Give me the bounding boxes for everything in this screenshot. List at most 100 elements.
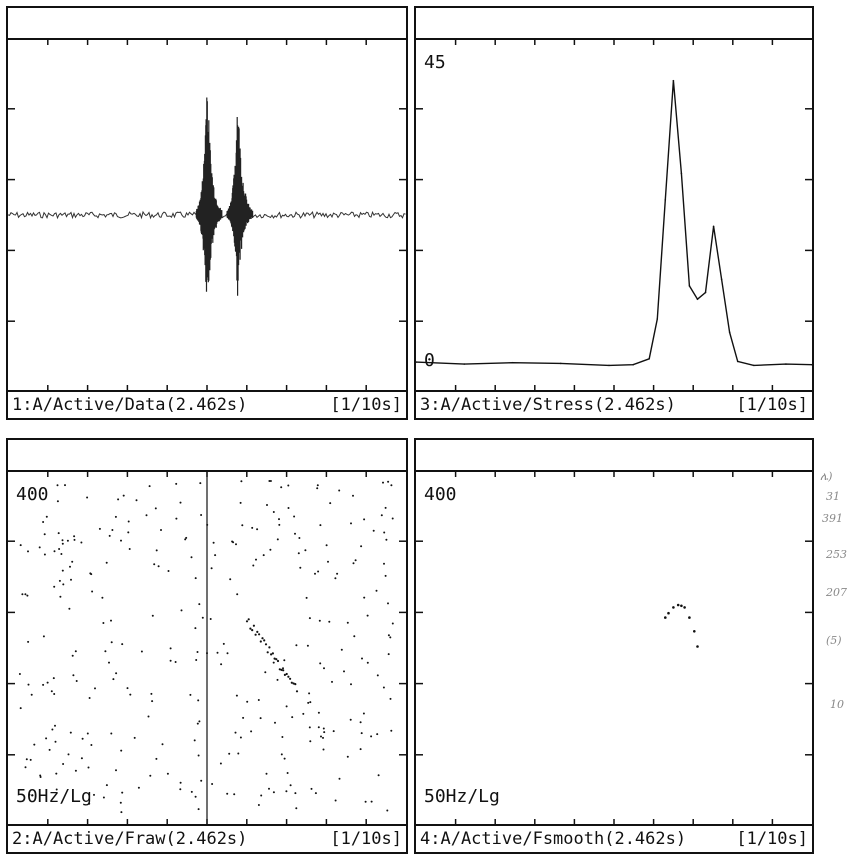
fraw-point	[242, 716, 245, 719]
margin-note: ሌ)	[820, 470, 833, 483]
fraw-point	[60, 553, 63, 555]
fraw-point	[110, 732, 113, 735]
margin-note: 10	[830, 698, 844, 711]
fraw-point	[197, 699, 200, 702]
fraw-point	[376, 733, 379, 736]
fraw-point	[94, 687, 96, 690]
fraw-point	[251, 526, 254, 529]
fraw-point	[252, 564, 255, 567]
fraw-point	[298, 537, 301, 539]
fraw-point	[53, 693, 56, 695]
y-max-label: 400	[16, 484, 49, 505]
stress-point	[672, 79, 675, 82]
panel-stress: 45 0 3:A/Active/Stress(2.462s) [1/10s]	[414, 6, 814, 420]
fraw-point	[185, 536, 188, 539]
fraw-point	[200, 779, 203, 782]
fraw-point	[334, 799, 337, 802]
fraw-point	[114, 515, 117, 518]
fraw-point	[297, 552, 300, 555]
fraw-point	[281, 736, 284, 738]
stress-point	[736, 360, 739, 363]
fraw-point	[53, 585, 56, 588]
fraw-point	[286, 772, 289, 774]
fsmooth-point	[683, 606, 686, 609]
stress-point	[752, 364, 755, 367]
fraw-point	[235, 543, 237, 546]
fraw-point	[73, 535, 76, 538]
fraw-point	[308, 617, 311, 620]
stress-point	[608, 364, 610, 367]
fraw-point	[294, 683, 297, 686]
margin-note: 207	[826, 586, 847, 599]
fraw-point	[115, 672, 118, 675]
fraw-point	[55, 772, 58, 775]
fraw-point	[150, 692, 153, 695]
stress-point	[648, 357, 651, 360]
fraw-point	[80, 541, 83, 544]
stress-point	[559, 362, 562, 365]
panel-fsmooth: 400 50Hz/Lg 4:A/Active/Fsmooth(2.462s) […	[414, 438, 814, 854]
fraw-point	[39, 776, 42, 778]
fraw-point	[110, 619, 112, 622]
fraw-point	[361, 657, 363, 660]
fraw-point	[287, 507, 290, 509]
fraw-point	[88, 802, 91, 805]
fraw-point	[306, 644, 309, 647]
time-scale: [1/10s]	[736, 395, 808, 415]
fsmooth-plot	[416, 470, 812, 826]
fraw-point	[155, 757, 158, 760]
fraw-point	[295, 807, 298, 810]
fraw-point	[137, 786, 140, 789]
fraw-point	[102, 796, 105, 799]
fraw-point	[133, 736, 136, 739]
panel-label: 4:A/Active/Fsmooth(2.462s)	[420, 829, 687, 849]
fraw-point	[259, 717, 262, 720]
fraw-point	[180, 609, 183, 612]
fraw-point	[175, 517, 178, 520]
time-scale: [1/10s]	[330, 395, 402, 415]
fraw-point	[349, 718, 352, 721]
fraw-point	[285, 705, 288, 708]
fraw-point	[240, 480, 243, 483]
fraw-point	[285, 672, 288, 676]
y-min-label: 50Hz/Lg	[16, 786, 92, 807]
fraw-point	[194, 577, 197, 580]
burst	[226, 117, 254, 296]
panel-data: 1:A/Active/Data(2.462s) [1/10s]	[6, 6, 408, 420]
fraw-point	[87, 766, 90, 769]
fraw-point	[276, 659, 280, 663]
fraw-point	[228, 752, 231, 755]
fraw-point	[68, 607, 71, 610]
fraw-point	[323, 667, 325, 670]
fraw-point	[98, 527, 101, 530]
fraw-point	[56, 484, 59, 487]
fraw-point	[31, 490, 34, 493]
fraw-point	[370, 735, 373, 738]
fraw-point	[387, 602, 389, 605]
fraw-point	[266, 504, 268, 506]
fraw-point	[27, 640, 30, 643]
fraw-point	[346, 621, 349, 624]
fraw-point	[261, 637, 264, 640]
fraw-point	[169, 647, 172, 650]
fraw-point	[390, 729, 393, 732]
fraw-point	[102, 622, 105, 624]
fraw-point	[196, 651, 199, 653]
fraw-point	[391, 622, 394, 625]
fraw-point	[308, 726, 311, 729]
fraw-point	[340, 648, 343, 651]
fraw-point	[316, 484, 319, 487]
stress-point	[656, 318, 659, 320]
fraw-point	[250, 730, 253, 733]
fraw-point	[167, 570, 170, 572]
stress-point	[680, 172, 683, 175]
fraw-point	[294, 792, 297, 795]
fraw-point	[29, 758, 32, 761]
fraw-point	[389, 636, 392, 639]
fraw-point	[74, 769, 77, 772]
fraw-point	[247, 618, 250, 621]
fraw-point	[258, 633, 261, 636]
panel-label: 1:A/Active/Data(2.462s)	[12, 395, 248, 415]
fraw-point	[26, 594, 29, 597]
stress-point	[811, 363, 812, 366]
